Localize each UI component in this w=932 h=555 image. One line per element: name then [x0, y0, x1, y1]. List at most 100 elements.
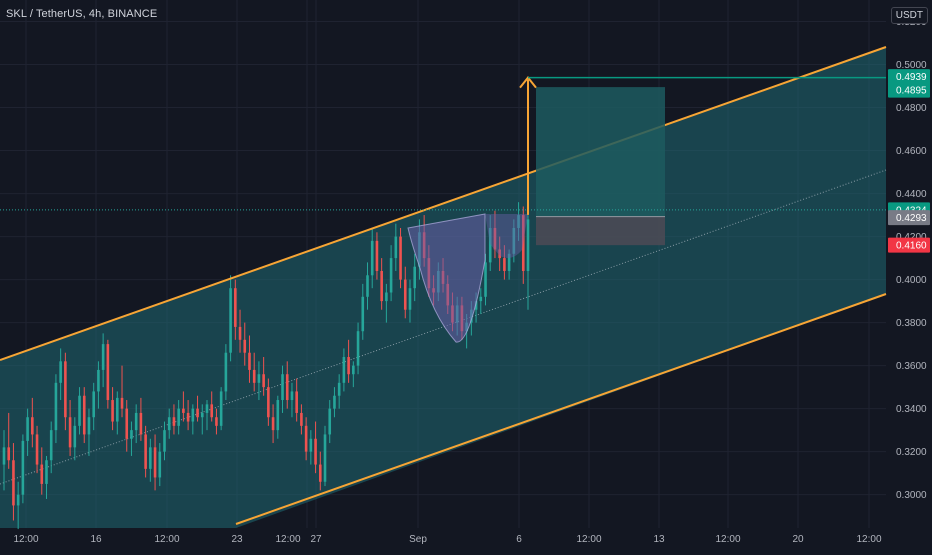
candle-body — [229, 288, 232, 353]
candle-body — [82, 395, 86, 435]
candle-body — [234, 288, 237, 327]
currency-badge[interactable]: USDT — [890, 7, 928, 24]
candle-body — [385, 292, 388, 302]
candle-body — [210, 404, 214, 418]
candle-body — [191, 408, 195, 422]
x-tick-label: 12:00 — [576, 534, 601, 545]
x-tick-label: 12:00 — [275, 534, 300, 545]
candle-body — [120, 397, 124, 409]
candle-body — [196, 408, 199, 418]
candle-body — [73, 425, 77, 448]
candle-body — [394, 236, 398, 259]
candle-body — [163, 430, 166, 452]
target-zone — [536, 87, 665, 217]
candle-body — [31, 417, 34, 435]
candle-body — [366, 275, 369, 297]
candle-body — [238, 326, 242, 340]
candle-body — [375, 240, 379, 271]
candle-body — [474, 301, 478, 310]
candle-body — [257, 374, 261, 383]
y-tick-label: 0.3000 — [896, 490, 927, 501]
symbol-title: SKL / TetherUS, 4h, BINANCE — [6, 8, 158, 20]
candle-body — [115, 397, 119, 422]
candle-body — [290, 391, 294, 401]
candle-body — [167, 417, 171, 431]
candle-body — [361, 296, 365, 332]
candle-body — [2, 447, 6, 465]
x-tick-label: 23 — [231, 534, 243, 545]
candle-body — [49, 430, 53, 461]
candle-body — [106, 344, 110, 401]
candle-body — [267, 387, 270, 418]
x-tick-label: 27 — [310, 534, 322, 545]
candle-body — [111, 400, 114, 422]
y-tick-label: 0.3800 — [896, 318, 927, 329]
candle-body — [186, 412, 190, 422]
x-tick-label: 6 — [516, 534, 522, 545]
price-tag-stop: 0.4160 — [896, 241, 927, 252]
stop-zone — [536, 216, 665, 246]
y-tick-label: 0.3200 — [896, 447, 927, 458]
candle-body — [342, 357, 346, 383]
candle-body — [243, 339, 247, 353]
x-tick-label: 13 — [653, 534, 665, 545]
candle-body — [262, 374, 265, 388]
candle-body — [219, 391, 223, 426]
candle-body — [40, 464, 44, 484]
candle-body — [347, 357, 350, 375]
candle-body — [200, 412, 204, 418]
channel-upper-line — [0, 46, 887, 361]
candle-body — [158, 451, 162, 478]
candle-body — [182, 408, 185, 413]
price-tag-entry: 0.4293 — [896, 213, 927, 224]
candle-body — [78, 395, 81, 426]
candle-body — [68, 417, 72, 448]
candle-body — [304, 425, 308, 452]
candle-body — [318, 464, 322, 482]
candle-body — [224, 352, 228, 392]
candle-body — [503, 258, 506, 271]
x-tick-label: Sep — [409, 534, 427, 545]
candle-body — [352, 365, 355, 375]
candle-body — [16, 494, 20, 506]
y-tick-label: 0.4000 — [896, 275, 927, 286]
candle-body — [389, 258, 393, 293]
candle-body — [521, 215, 525, 271]
candle-body — [134, 412, 138, 431]
candle-body — [314, 438, 317, 465]
price-tag-entry-bg — [888, 210, 930, 226]
candle-body — [403, 279, 407, 310]
y-tick-label: 0.3400 — [896, 404, 927, 415]
candle-body — [12, 460, 15, 506]
candle-body — [285, 374, 289, 401]
candle-body — [252, 369, 256, 383]
candle-body — [295, 391, 298, 413]
candle-body — [493, 227, 497, 250]
candle-body — [35, 434, 39, 465]
candle-body — [21, 440, 25, 495]
candle-body — [323, 434, 327, 482]
candle-body — [125, 408, 129, 439]
x-tick-label: 16 — [90, 534, 102, 545]
candle-body — [488, 227, 492, 263]
y-tick-label: 0.4600 — [896, 146, 927, 157]
channel-lower-line — [235, 293, 887, 525]
candle-body — [526, 219, 530, 271]
handle-pattern-shape — [485, 214, 528, 258]
candle-body — [130, 430, 133, 439]
x-tick-label: 12:00 — [154, 534, 179, 545]
x-tick-label: 12:00 — [715, 534, 740, 545]
candle-body — [205, 404, 209, 413]
candle-body — [408, 288, 412, 310]
candle-body — [281, 374, 284, 401]
candle-body — [64, 361, 67, 418]
candle-body — [498, 249, 501, 259]
candle-body — [370, 240, 374, 276]
candle-body — [92, 391, 95, 418]
candle-body — [271, 417, 275, 431]
candle-body — [484, 262, 487, 297]
y-tick-label: 0.3600 — [896, 361, 927, 372]
candle-body — [309, 438, 313, 452]
